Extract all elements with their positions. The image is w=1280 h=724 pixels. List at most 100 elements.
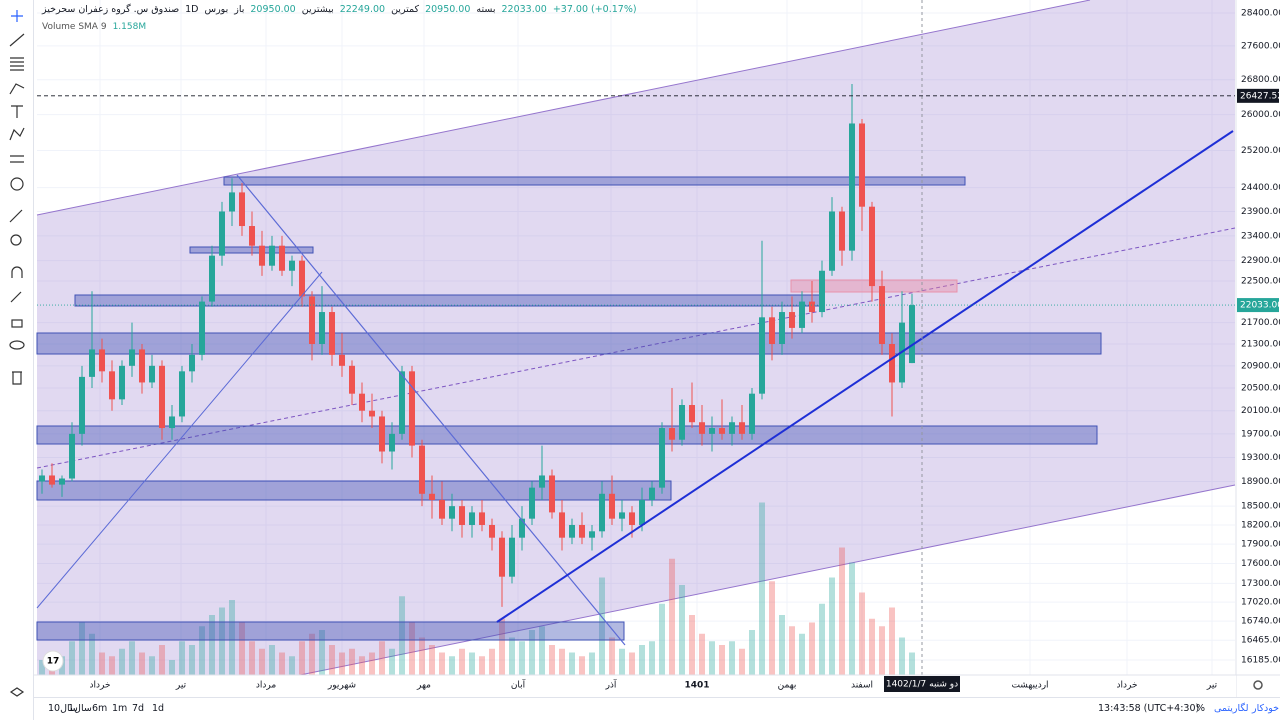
- candle-body: [559, 512, 565, 538]
- candle-body: [439, 499, 445, 519]
- volume-bar: [879, 626, 885, 675]
- stat-label: بیشترین: [301, 4, 334, 15]
- volume-bar: [769, 581, 775, 675]
- candle-body: [759, 317, 765, 394]
- candle-body: [419, 445, 425, 494]
- candle-body: [409, 371, 415, 446]
- y-tick-label: 22500.00: [1241, 276, 1280, 286]
- volume-bar: [889, 607, 895, 675]
- candle-body: [239, 192, 245, 227]
- volume-bar: [79, 622, 85, 675]
- tool-pattern[interactable]: [9, 127, 25, 141]
- y-tick-label: 21300.00: [1241, 340, 1280, 350]
- volume-bar: [829, 577, 835, 675]
- range-button[interactable]: 1m: [112, 703, 128, 714]
- x-tick-label: تیر: [175, 681, 187, 691]
- candle-body: [859, 123, 865, 207]
- candle-body: [749, 393, 755, 434]
- y-tick-label: 20100.00: [1241, 406, 1280, 416]
- x-tick-label: مرداد: [256, 681, 276, 691]
- y-tick-label: 19700.00: [1241, 429, 1280, 439]
- candle-body: [789, 312, 795, 328]
- tool-trash[interactable]: [12, 371, 22, 385]
- volume-bar: [739, 648, 745, 675]
- volume-bar: [369, 652, 375, 675]
- logo[interactable]: 17: [42, 650, 64, 672]
- candle-body: [159, 365, 165, 429]
- log-toggle[interactable]: لگاریتمی: [1214, 703, 1249, 714]
- volume-bar: [409, 622, 415, 675]
- x-tick-label: اسفند: [851, 681, 873, 691]
- candle-body: [199, 301, 205, 355]
- percent-toggle[interactable]: %: [1196, 703, 1206, 714]
- x-tick-label: شهریور: [327, 681, 356, 691]
- range-button[interactable]: 7d: [132, 703, 145, 714]
- volume-bar: [509, 637, 515, 675]
- zones: [36, 176, 1102, 641]
- tool-crosshair[interactable]: [11, 10, 23, 22]
- tool-zoom[interactable]: [10, 234, 22, 246]
- stat-value: 22249.00: [339, 4, 386, 15]
- candle-body: [99, 349, 105, 372]
- tool-fib[interactable]: [10, 57, 24, 71]
- y-tick-label: 23400.00: [1241, 231, 1280, 241]
- auto-toggle[interactable]: خودکار: [1252, 703, 1280, 714]
- range-button[interactable]: 10سال: [48, 703, 78, 714]
- settings-icon[interactable]: [1253, 680, 1263, 690]
- y-tick-label: 20500.00: [1241, 384, 1280, 394]
- tool-ruler[interactable]: [9, 209, 23, 223]
- volume-bar: [809, 622, 815, 675]
- candle-body: [329, 312, 335, 355]
- candle-body: [499, 537, 505, 577]
- tool-layers[interactable]: [9, 687, 25, 697]
- tool-eye[interactable]: [9, 340, 25, 350]
- volume-bar: [539, 626, 545, 675]
- y-tick-label: 16740.00: [1241, 617, 1280, 627]
- volume-bar: [159, 645, 165, 675]
- volume-bar: [499, 618, 505, 675]
- candle-body: [569, 524, 575, 538]
- volume-bar: [229, 600, 235, 675]
- volume-bar: [549, 645, 555, 675]
- volume-bar: [749, 630, 755, 675]
- candle-body: [129, 349, 135, 366]
- tool-line[interactable]: [9, 33, 25, 47]
- candle-body: [169, 416, 175, 429]
- chart: 28400.00 27600.00 26800.00 26000.00 25200.00…: [34, 0, 1280, 697]
- tool-emoji[interactable]: [10, 177, 24, 191]
- tool-magnet[interactable]: [11, 266, 23, 278]
- tool-text[interactable]: [11, 105, 23, 118]
- candle-body: [389, 433, 395, 452]
- candle-body: [119, 365, 125, 400]
- range-button[interactable]: 6m: [92, 703, 108, 714]
- tool-prediction[interactable]: [10, 155, 24, 163]
- x-tick-label: اردیبهشت: [1011, 681, 1048, 691]
- candle-body: [599, 493, 605, 532]
- candle-body: [109, 371, 115, 400]
- range-button[interactable]: 1سال: [68, 703, 92, 714]
- candle-body: [189, 354, 195, 372]
- channel-bottom: [299, 484, 1236, 676]
- volume-bar: [329, 645, 335, 675]
- tool-draw-mode[interactable]: [10, 291, 22, 303]
- candle-body: [639, 499, 645, 525]
- candle-body: [709, 428, 715, 434]
- crosshair-label-bg: [884, 676, 960, 692]
- volume-bar: [379, 641, 385, 675]
- price-axis: [1236, 0, 1280, 697]
- candle-body: [379, 416, 385, 452]
- volume-bar: [349, 648, 355, 675]
- interval: 1D: [185, 4, 199, 15]
- volume-bar: [299, 641, 305, 675]
- candle-body: [459, 506, 465, 525]
- tool-brush[interactable]: [9, 83, 25, 95]
- candle-body: [619, 512, 625, 519]
- tool-lock[interactable]: [11, 319, 23, 328]
- range-button[interactable]: 1d: [152, 703, 165, 714]
- tool-icons: [9, 10, 25, 697]
- volume-bar: [279, 652, 285, 675]
- volume-pane: [39, 502, 915, 675]
- y-tick-label: 16465.00: [1241, 636, 1280, 646]
- volume-bar: [589, 652, 595, 675]
